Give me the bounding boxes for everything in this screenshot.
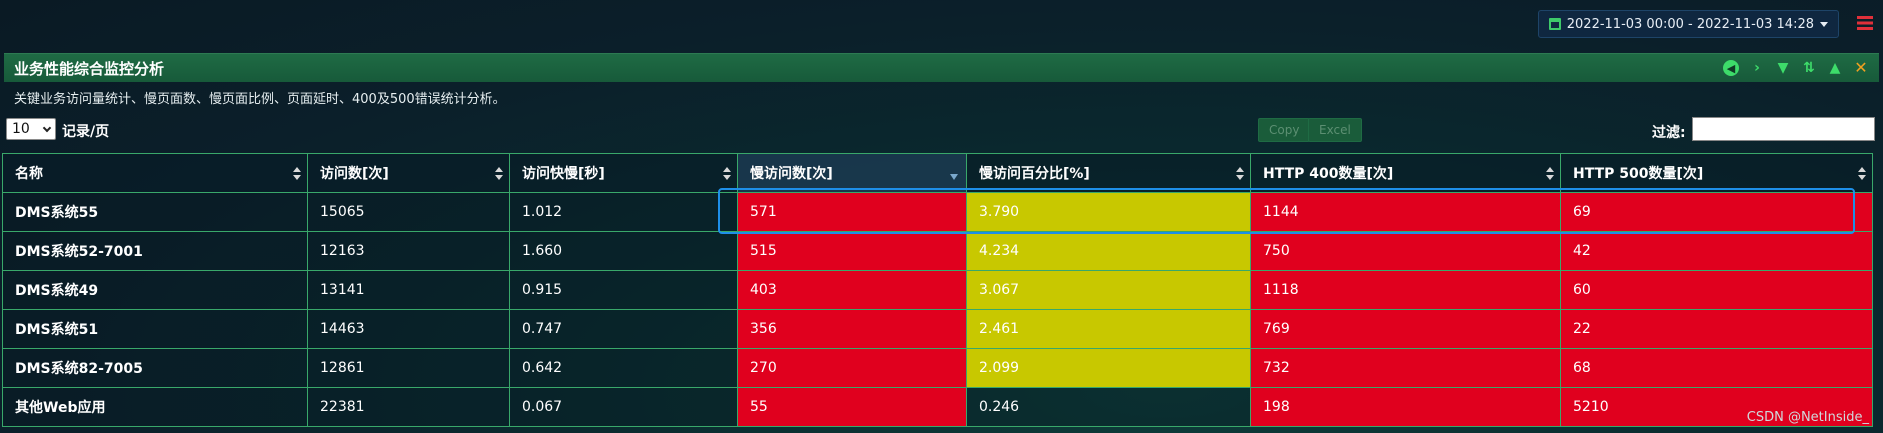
column-header-visits[interactable]: 访问数[次] [307,153,510,193]
cell-visits: 12861 [307,348,510,388]
top-bar: 2022-11-03 00:00 - 2022-11-03 14:28 [0,0,1883,50]
sort-both-icon [1858,167,1866,181]
cell-visits: 14463 [307,309,510,349]
cell-slow-pct: 4.234 [966,231,1251,271]
sort-icon[interactable]: ⇅ [1803,60,1815,76]
cell-slow-pct: 3.790 [966,192,1251,232]
cell-slow: 515 [737,231,967,271]
panel-tools: ◀ › ▼ ⇅ ▲ ✕ [1723,60,1869,76]
cell-slow-pct: 2.461 [966,309,1251,349]
table-row[interactable]: 其他Web应用 22381 0.067 55 0.246 198 5210 [2,387,1873,427]
cell-http400: 1144 [1250,192,1561,232]
page-size-select[interactable]: 10 [6,118,56,140]
cell-slow: 571 [737,192,967,232]
cell-name: DMS系统49 [2,270,308,310]
cell-speed: 1.012 [509,192,738,232]
cell-http400: 769 [1250,309,1561,349]
panel-title: 业务性能综合监控分析 [14,59,165,78]
monitor-panel: 业务性能综合监控分析 ◀ › ▼ ⇅ ▲ ✕ 关键业务访问量统计、慢页面数、慢页… [4,53,1879,433]
chevron-right-icon[interactable]: › [1754,60,1760,76]
page-size-value: 10 [12,121,30,137]
page-size-label: 记录/页 [62,124,110,140]
watermark: CSDN @NetInside_ [1746,410,1869,425]
cell-http500: 22 [1560,309,1873,349]
table-controls: 10 记录/页 Copy Excel 过滤: [4,112,1879,146]
sort-both-icon [495,167,503,181]
cell-name: DMS系统51 [2,309,308,349]
cell-slow: 403 [737,270,967,310]
excel-button[interactable]: Excel [1308,118,1362,142]
cell-visits: 12163 [307,231,510,271]
date-range-text: 2022-11-03 00:00 - 2022-11-03 14:28 [1566,16,1814,32]
table-row[interactable]: DMS系统55 15065 1.012 571 3.790 1144 69 [2,192,1873,232]
cell-http400: 198 [1250,387,1561,427]
cell-slow: 270 [737,348,967,388]
collapse-icon[interactable]: ▲ [1829,60,1841,76]
column-header-slow-visits[interactable]: 慢访问数[次] [737,153,967,193]
filter-label: 过滤: [1652,125,1686,141]
cell-slow-pct: 3.067 [966,270,1251,310]
data-table: 名称 访问数[次] 访问快慢[秒] 慢访问数[次] 慢访问百分比[%] HTTP… [2,153,1873,427]
panel-description: 关键业务访问量统计、慢页面数、慢页面比例、页面延时、400及500错误统计分析。 [14,91,506,107]
chevron-down-icon [42,123,52,132]
cell-visits: 22381 [307,387,510,427]
column-header-slow-percent[interactable]: 慢访问百分比[%] [966,153,1251,193]
menu-icon[interactable] [1857,16,1873,30]
cell-name: 其他Web应用 [2,387,308,427]
sort-both-icon [293,167,301,181]
cell-speed: 0.747 [509,309,738,349]
cell-slow-pct: 0.246 [966,387,1251,427]
column-header-http400[interactable]: HTTP 400数量[次] [1250,153,1561,193]
cell-http500: 69 [1560,192,1873,232]
column-header-http500[interactable]: HTTP 500数量[次] [1560,153,1873,193]
cell-name: DMS系统82-7005 [2,348,308,388]
cell-name: DMS系统55 [2,192,308,232]
table-row[interactable]: DMS系统51 14463 0.747 356 2.461 769 22 [2,309,1873,349]
cell-http500: 60 [1560,270,1873,310]
table-header-row: 名称 访问数[次] 访问快慢[秒] 慢访问数[次] 慢访问百分比[%] HTTP… [2,153,1873,193]
cell-slow: 55 [737,387,967,427]
back-arrow-icon[interactable]: ◀ [1723,60,1739,76]
cell-name: DMS系统52-7001 [2,231,308,271]
cell-http500: 5210 [1560,387,1873,427]
cell-speed: 0.642 [509,348,738,388]
cell-visits: 13141 [307,270,510,310]
close-icon[interactable]: ✕ [1854,58,1868,77]
filter-icon[interactable]: ▼ [1777,60,1789,76]
cell-http500: 42 [1560,231,1873,271]
sort-desc-icon [950,174,958,180]
cell-slow: 356 [737,309,967,349]
filter-input[interactable] [1692,117,1875,141]
cell-speed: 0.915 [509,270,738,310]
sort-both-icon [1546,167,1554,181]
cell-slow-pct: 2.099 [966,348,1251,388]
cell-http400: 732 [1250,348,1561,388]
table-row[interactable]: DMS系统52-7001 12163 1.660 515 4.234 750 4… [2,231,1873,271]
cell-http400: 1118 [1250,270,1561,310]
column-header-speed[interactable]: 访问快慢[秒] [509,153,738,193]
calendar-icon [1548,18,1561,30]
cell-http500: 68 [1560,348,1873,388]
sort-both-icon [1236,167,1244,181]
table-row[interactable]: DMS系统49 13141 0.915 403 3.067 1118 60 [2,270,1873,310]
cell-http400: 750 [1250,231,1561,271]
sort-both-icon [723,167,731,181]
column-header-name[interactable]: 名称 [2,153,308,193]
caret-down-icon [1820,21,1828,27]
table-row[interactable]: DMS系统82-7005 12861 0.642 270 2.099 732 6… [2,348,1873,388]
cell-speed: 0.067 [509,387,738,427]
cell-speed: 1.660 [509,231,738,271]
panel-header: 业务性能综合监控分析 ◀ › ▼ ⇅ ▲ ✕ [4,54,1879,82]
copy-button[interactable]: Copy [1258,118,1311,142]
date-range-picker[interactable]: 2022-11-03 00:00 - 2022-11-03 14:28 [1537,10,1839,38]
cell-visits: 15065 [307,192,510,232]
